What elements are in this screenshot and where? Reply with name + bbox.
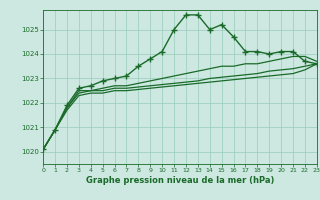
X-axis label: Graphe pression niveau de la mer (hPa): Graphe pression niveau de la mer (hPa) xyxy=(86,176,274,185)
